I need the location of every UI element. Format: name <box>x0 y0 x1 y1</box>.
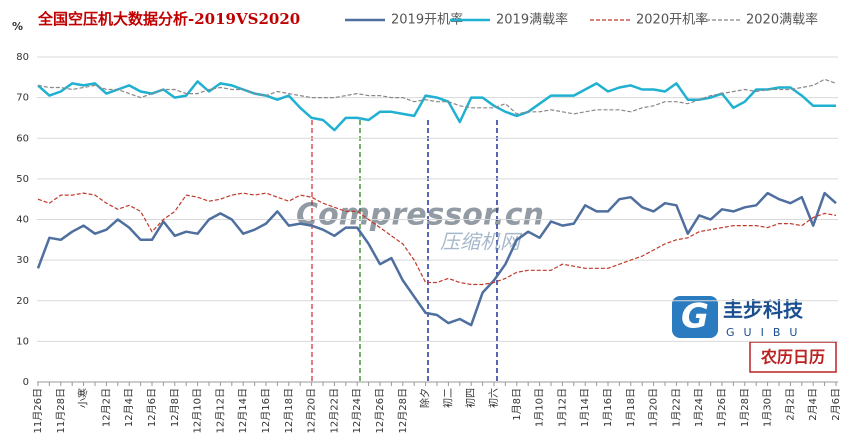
x-tick-label: 除夕 <box>419 388 432 408</box>
legend-label: 2020满载率 <box>746 12 818 28</box>
x-tick-label: 1月18日 <box>625 388 637 427</box>
svg-text:G: G <box>681 297 709 337</box>
x-tick-label: 1月14日 <box>579 388 591 427</box>
x-tick-label: 12月12日 <box>214 388 226 433</box>
vertical-markers <box>311 120 498 382</box>
series-line <box>37 192 837 286</box>
x-tick-label: 初四 <box>464 388 477 408</box>
x-tick-label: 2月4日 <box>807 388 819 421</box>
x-tick-label: 12月18日 <box>283 388 295 433</box>
x-tick-label: 1月16日 <box>602 388 614 427</box>
chart-title: 全国空压机大数据分析-2019VS2020 <box>37 10 300 28</box>
x-tick-label: 1月10日 <box>534 388 546 427</box>
x-tick-label: 12月24日 <box>351 388 363 433</box>
x-tick-label: 初六 <box>487 388 500 408</box>
x-tick-label: 2月6日 <box>830 388 842 421</box>
x-tick-label: 12月22日 <box>328 388 340 433</box>
y-tick-label: 0 <box>23 377 29 388</box>
watermark: Compressor.cn <box>296 198 544 233</box>
x-tick-label: 小寒 <box>77 388 90 408</box>
x-tick-label: 12月16日 <box>260 388 272 433</box>
x-tick-label: 12月8日 <box>169 388 181 427</box>
x-tick-label: 1月8日 <box>511 388 523 421</box>
x-tick-label: 11月26日 <box>32 388 44 433</box>
note-box <box>749 341 837 373</box>
series-line <box>37 78 837 115</box>
x-tick-label: 1月12日 <box>556 388 568 427</box>
x-tick-label: 12月4日 <box>123 388 135 427</box>
x-tick-label: 12月6日 <box>146 388 158 427</box>
logo: G <box>672 296 718 338</box>
x-tick-label: 1月26日 <box>716 388 728 427</box>
x-tick-label: 1月30日 <box>762 388 774 427</box>
y-tick-label: 60 <box>16 133 29 144</box>
x-tick-label: 1月20日 <box>648 388 660 427</box>
series-line <box>37 80 836 132</box>
y-tick-label: 80 <box>16 52 29 63</box>
series-line <box>36 191 837 327</box>
x-tick-label: 初二 <box>441 388 454 408</box>
x-tick-label: 11月28日 <box>55 388 67 433</box>
x-tick-label: 1月22日 <box>670 388 682 427</box>
x-tick-label: 12月14日 <box>237 388 249 433</box>
legend-label: 2019开机率 <box>391 12 463 28</box>
y-tick-label: 40 <box>16 215 29 226</box>
watermark-cn: 压缩机网 <box>440 230 523 254</box>
legend-label: 2019满载率 <box>496 12 568 28</box>
x-tick-label: 12月2日 <box>100 388 112 427</box>
note: 农历日历 <box>760 348 825 367</box>
x-tick-label: 1月28日 <box>739 388 751 427</box>
logo-text: 圭步科技 <box>723 298 804 322</box>
y-tick-label: 30 <box>16 255 29 266</box>
y-axis-label: % <box>12 20 23 33</box>
x-tick-label: 12月20日 <box>306 388 318 433</box>
y-tick-label: 50 <box>16 174 29 185</box>
y-tick-label: 70 <box>16 93 29 104</box>
legend-label: 2020开机率 <box>636 12 708 28</box>
y-tick-label: 20 <box>16 296 29 307</box>
x-tick-label: 12月26日 <box>374 388 386 433</box>
x-tick-label: 1月24日 <box>693 388 705 427</box>
x-tick-label: 12月28日 <box>397 388 409 433</box>
x-tick-label: 12月10日 <box>192 388 204 433</box>
y-tick-label: 10 <box>16 336 29 347</box>
x-tick-label: 2月2日 <box>784 388 796 421</box>
logo-subtext: GUIBU <box>726 326 806 339</box>
